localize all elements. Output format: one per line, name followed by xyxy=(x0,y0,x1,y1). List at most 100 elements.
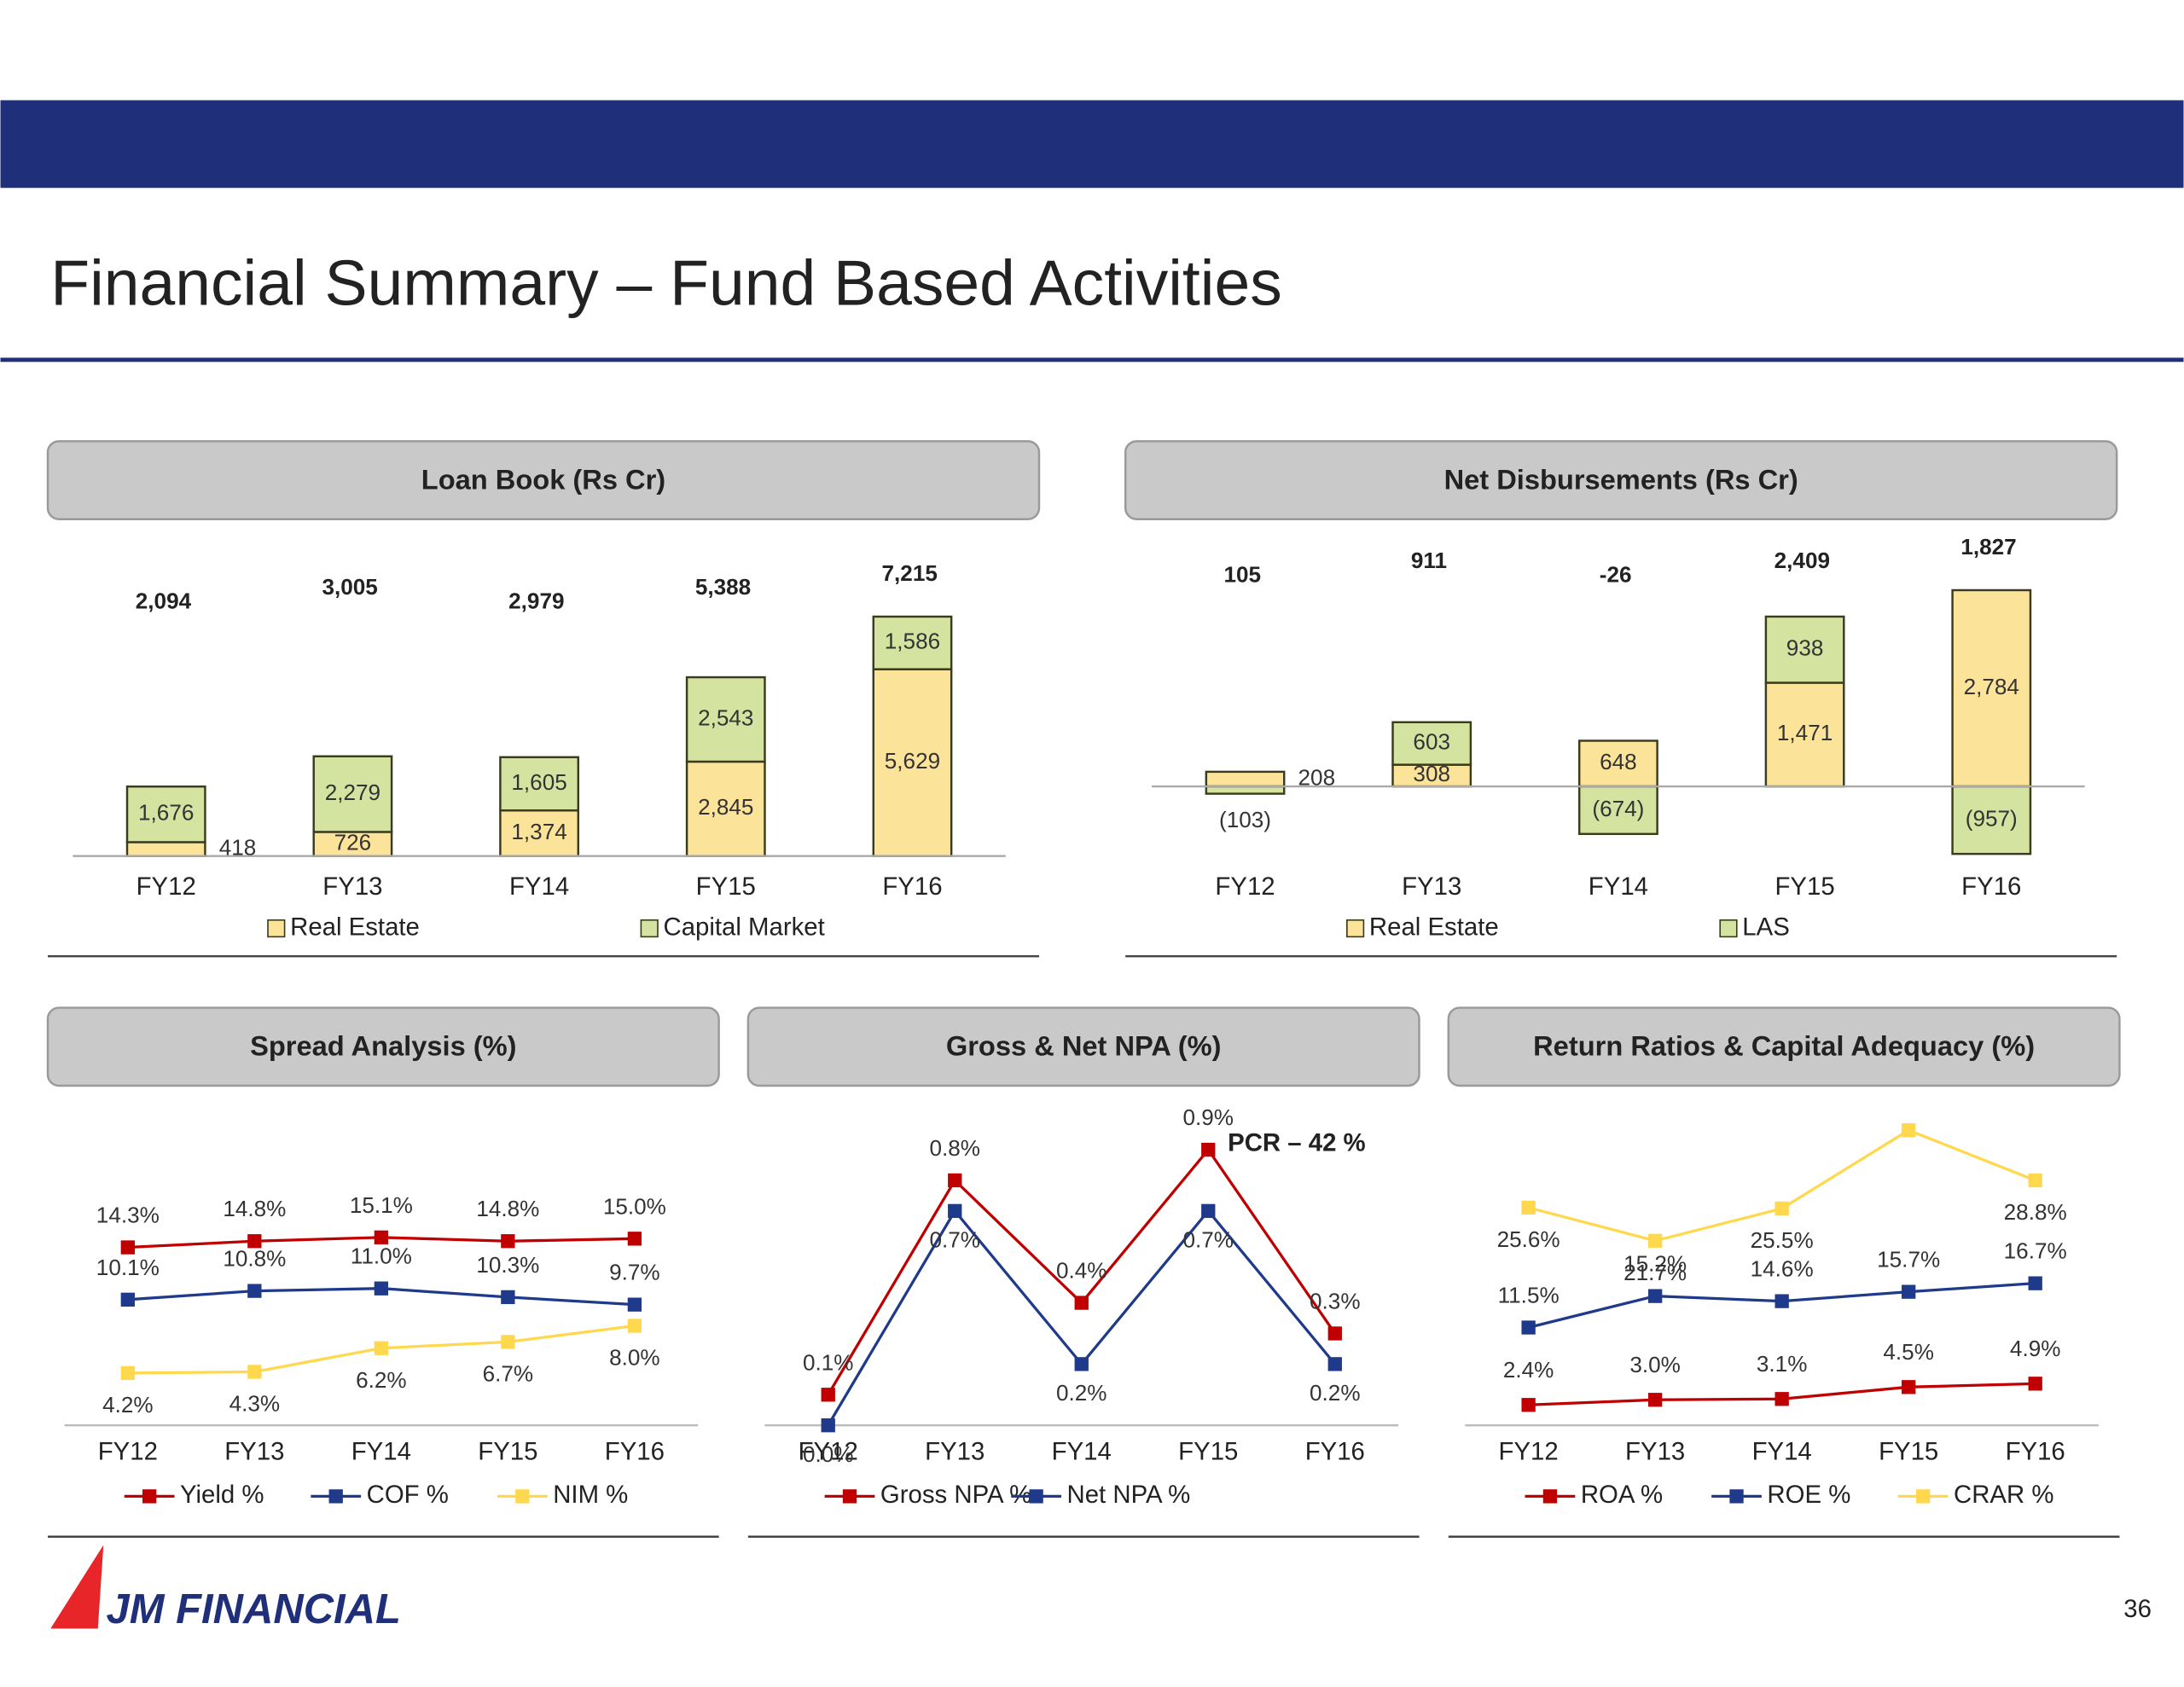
total-label: 3,005 xyxy=(322,574,377,600)
point xyxy=(1774,1294,1789,1308)
x-tick-label: FY14 xyxy=(509,872,569,901)
x-tick-label: FY12 xyxy=(136,872,196,901)
legend-marker xyxy=(142,1489,157,1504)
bar xyxy=(1577,739,1658,788)
bar-label: 1,676 xyxy=(138,800,194,826)
point-label: 8.0% xyxy=(609,1345,660,1371)
legend-marker xyxy=(842,1489,857,1504)
point xyxy=(374,1341,389,1355)
legend-label: Real Estate xyxy=(1369,913,1499,941)
point-label: 6.7% xyxy=(483,1360,534,1386)
legend-label: COF % xyxy=(367,1481,449,1509)
bar-label: 2,784 xyxy=(1964,674,2019,699)
x-tick-label: FY12 xyxy=(1499,1438,1559,1466)
x-tick-label: FY13 xyxy=(224,1438,284,1466)
bar xyxy=(685,675,766,763)
legend-swatch xyxy=(1346,919,1365,938)
point-label: 4.3% xyxy=(229,1390,281,1416)
x-tick-label: FY12 xyxy=(799,1438,858,1466)
point xyxy=(247,1234,262,1249)
point xyxy=(1327,1357,1342,1371)
bar xyxy=(1205,785,1286,795)
x-tick-label: FY16 xyxy=(605,1438,665,1466)
point xyxy=(1902,1380,1916,1394)
point xyxy=(120,1292,135,1307)
bar xyxy=(125,841,206,857)
point xyxy=(948,1203,962,1219)
legend-marker xyxy=(1729,1489,1744,1504)
bar-label: 648 xyxy=(1600,749,1637,774)
point xyxy=(1902,1123,1916,1138)
point-label: 11.0% xyxy=(351,1244,412,1269)
point xyxy=(1647,1289,1663,1303)
point-label: 2.4% xyxy=(1503,1357,1554,1383)
x-tick-label: FY14 xyxy=(1589,872,1648,901)
bar xyxy=(872,615,953,670)
bar xyxy=(1951,785,2032,855)
bar-label: 603 xyxy=(1413,729,1450,755)
x-tick-label: FY14 xyxy=(1052,1438,1112,1466)
legend-marker xyxy=(1542,1489,1558,1504)
point xyxy=(821,1388,835,1402)
point xyxy=(247,1284,262,1298)
point-label: 28.8% xyxy=(2004,1199,2067,1225)
panel-header xyxy=(46,440,1041,520)
point xyxy=(2028,1173,2042,1188)
bar xyxy=(1951,588,2032,788)
point xyxy=(627,1232,642,1246)
point-label: 0.4% xyxy=(1056,1258,1107,1284)
x-tick-label: FY16 xyxy=(882,872,942,901)
legend-marker xyxy=(1915,1489,1931,1504)
point xyxy=(501,1335,515,1349)
series-line xyxy=(1528,1128,2036,1243)
bar xyxy=(1764,681,1845,788)
point-label: 4.5% xyxy=(1883,1339,1934,1365)
total-label: 105 xyxy=(1223,562,1261,588)
bar xyxy=(685,760,766,857)
legend-swatch xyxy=(267,919,286,938)
point-label: 9.7% xyxy=(609,1260,660,1285)
page-number: 36 xyxy=(2123,1595,2152,1623)
point-label: 10.1% xyxy=(96,1255,160,1280)
point-label: 0.9% xyxy=(1183,1104,1234,1130)
bar-label: 726 xyxy=(334,829,372,855)
x-tick-label: FY13 xyxy=(1402,872,1461,901)
bar-label: 1,374 xyxy=(511,819,566,844)
legend-label: ROA % xyxy=(1581,1481,1663,1509)
x-tick-label: FY13 xyxy=(1625,1438,1685,1466)
logo-text: JM FINANCIAL xyxy=(107,1586,401,1632)
x-tick-label: FY16 xyxy=(1961,872,2021,901)
point xyxy=(1521,1200,1536,1215)
bar-label: 1,605 xyxy=(511,769,566,795)
point-label: 15.7% xyxy=(1877,1247,1940,1272)
bar xyxy=(312,755,393,833)
point xyxy=(247,1365,262,1379)
point-label: 15.1% xyxy=(350,1192,413,1218)
total-label: 911 xyxy=(1411,548,1447,573)
x-tick-label: FY16 xyxy=(2006,1438,2065,1466)
point xyxy=(2028,1377,2042,1391)
point-label: 6.2% xyxy=(356,1367,407,1393)
point xyxy=(1774,1201,1789,1216)
x-tick-label: FY14 xyxy=(1752,1438,1812,1466)
point xyxy=(948,1173,962,1188)
bar-label: 1,586 xyxy=(885,629,940,654)
x-tick-label: FY13 xyxy=(925,1438,985,1466)
bar-label: (103) xyxy=(1219,807,1271,832)
slide-title: Financial Summary – Fund Based Activitie… xyxy=(50,247,1282,319)
point xyxy=(1074,1296,1089,1310)
point-label: 4.2% xyxy=(102,1392,154,1417)
point xyxy=(1774,1392,1789,1406)
legend-marker xyxy=(1029,1489,1043,1504)
bar xyxy=(872,668,953,857)
bar xyxy=(1205,770,1286,788)
point xyxy=(1647,1233,1663,1248)
annotation: PCR – 42 % xyxy=(1228,1128,1366,1157)
point xyxy=(120,1240,135,1255)
point xyxy=(821,1418,835,1433)
legend-marker xyxy=(328,1489,343,1504)
panel-header xyxy=(746,1006,1420,1087)
legend-label: LAS xyxy=(1742,913,1789,941)
legend-label: Net NPA % xyxy=(1067,1481,1191,1509)
point-label: 21.7% xyxy=(1623,1260,1687,1285)
